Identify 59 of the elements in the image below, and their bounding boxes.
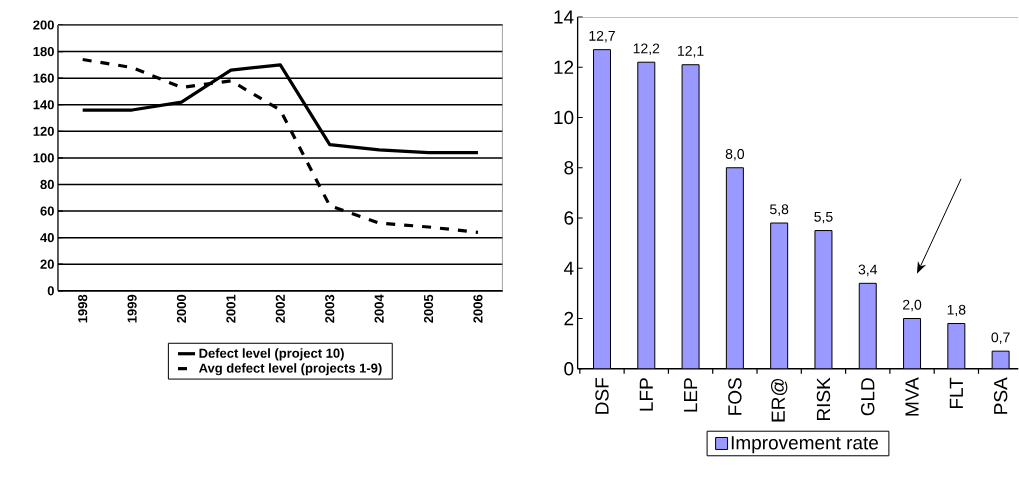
bar bbox=[947, 323, 966, 369]
y-tick-label: 40 bbox=[40, 233, 54, 243]
y-tick-label: 2 bbox=[564, 312, 574, 326]
data-label: 3,4 bbox=[858, 264, 878, 277]
x-tick-label: FOS bbox=[728, 378, 742, 415]
x-tick-label: LFP bbox=[639, 378, 653, 411]
x-tick-label: 1998 bbox=[78, 294, 88, 323]
x-tick-label: 1999 bbox=[127, 294, 137, 323]
x-tick-label: MVA bbox=[905, 377, 919, 416]
data-label: 12,7 bbox=[589, 31, 615, 43]
y-tick-label: 80 bbox=[40, 180, 54, 190]
y-tick-label: 6 bbox=[564, 211, 574, 225]
legend-label: Defect level (project 10) bbox=[199, 348, 344, 361]
data-label: 12,1 bbox=[678, 46, 704, 58]
x-tick-label: 2003 bbox=[325, 294, 335, 323]
line-series bbox=[81, 58, 480, 235]
x-tick-label: 2004 bbox=[374, 294, 384, 323]
legend-label: Improvement rate bbox=[731, 436, 879, 454]
y-tick-label: 200 bbox=[33, 20, 54, 30]
x-tick-label: 2006 bbox=[473, 294, 483, 323]
data-label: 5,8 bbox=[770, 204, 789, 216]
y-tick-label: 12 bbox=[554, 60, 574, 75]
y-tick-label: 20 bbox=[40, 259, 54, 269]
legend-label: Avg defect level (projects 1-9) bbox=[198, 363, 382, 376]
y-tick-label: 180 bbox=[33, 47, 54, 57]
y-tick-label: 0 bbox=[564, 362, 574, 376]
y-tick-label: 120 bbox=[33, 126, 54, 137]
x-tick-label: 2002 bbox=[275, 295, 285, 323]
x-tick-label: LEP bbox=[684, 378, 698, 412]
y-tick-label: 160 bbox=[33, 73, 54, 83]
y-tick-label: 140 bbox=[33, 100, 54, 110]
x-tick-label: FLT bbox=[949, 377, 963, 409]
y-tick-label: 8 bbox=[564, 161, 574, 175]
data-label: 12,2 bbox=[633, 43, 660, 56]
data-label: 2,0 bbox=[903, 299, 922, 312]
x-tick-label: GLD bbox=[861, 378, 875, 416]
bar bbox=[725, 167, 744, 369]
x-tick-label: ER@ bbox=[770, 379, 788, 422]
y-tick-label: 4 bbox=[563, 261, 574, 275]
data-label: 0,7 bbox=[991, 332, 1010, 345]
y-tick-label: 10 bbox=[554, 110, 574, 125]
y-tick-label: 0 bbox=[47, 286, 54, 296]
data-label: 8,0 bbox=[725, 149, 745, 161]
x-tick-label: DSF bbox=[595, 378, 609, 414]
x-tick-label: PSA bbox=[993, 377, 1008, 414]
bar bbox=[858, 282, 877, 369]
bar bbox=[593, 49, 611, 369]
y-tick-label: 14 bbox=[554, 10, 574, 24]
y-tick-label: 100 bbox=[33, 153, 54, 163]
x-tick-label: 2001 bbox=[226, 294, 236, 323]
bar bbox=[637, 61, 656, 369]
x-tick-label: 2000 bbox=[176, 295, 187, 323]
bar bbox=[770, 222, 789, 369]
data-label: 1,8 bbox=[947, 304, 966, 317]
data-label: 5,5 bbox=[814, 212, 833, 224]
x-tick-label: RISK bbox=[816, 377, 831, 421]
bar bbox=[903, 318, 922, 369]
y-tick-label: 60 bbox=[40, 206, 54, 216]
x-tick-label: 2005 bbox=[423, 294, 434, 323]
